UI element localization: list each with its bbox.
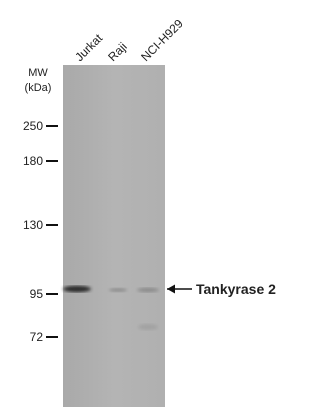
smear bbox=[138, 324, 158, 330]
lane-label: Raji bbox=[105, 40, 130, 65]
lane-label: Jurkat bbox=[72, 31, 105, 64]
page: {"mw_label": "MW", "mw_unit": "(kDa)", "… bbox=[0, 0, 288, 407]
marker-label: 95 bbox=[30, 287, 44, 301]
lane-label: NCI-H929 bbox=[138, 16, 186, 64]
arrow-head bbox=[167, 285, 175, 294]
marker-label: 180 bbox=[23, 154, 43, 168]
marker-label: 130 bbox=[23, 218, 43, 232]
mw-unit: (kDa) bbox=[25, 82, 52, 94]
marker-label: 250 bbox=[23, 119, 43, 133]
mw-label: MW bbox=[28, 67, 48, 79]
membrane bbox=[63, 65, 165, 407]
target-label: Tankyrase 2 bbox=[196, 281, 276, 297]
band bbox=[63, 286, 91, 292]
marker-label: 72 bbox=[30, 330, 44, 344]
band bbox=[109, 288, 127, 292]
band bbox=[137, 288, 159, 292]
western-blot: MW (kDa) Tankyrase 2 250 180 130 95 72 Jurkat… bbox=[0, 0, 288, 407]
